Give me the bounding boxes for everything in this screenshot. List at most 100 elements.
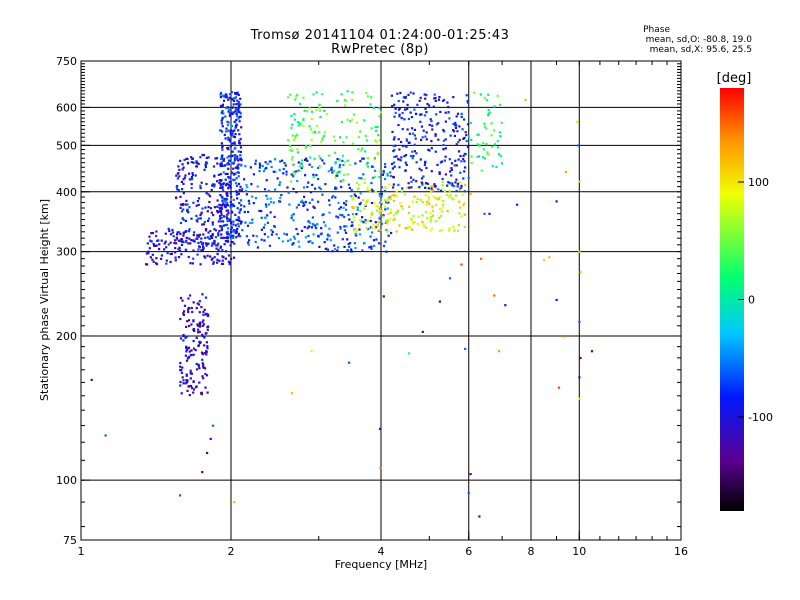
data-point [356, 208, 359, 211]
data-point [312, 173, 315, 176]
data-point [190, 161, 193, 164]
data-point [382, 171, 385, 174]
data-point [461, 128, 464, 131]
data-point [459, 206, 462, 209]
data-point [562, 335, 565, 338]
y-tick-label: 600 [56, 101, 77, 114]
data-point [483, 157, 486, 160]
data-point [277, 200, 281, 203]
data-point [421, 220, 424, 223]
data-point [430, 170, 433, 173]
data-point [224, 197, 227, 200]
data-point [206, 236, 209, 239]
data-point [309, 240, 312, 243]
data-point [431, 185, 434, 188]
data-point [418, 186, 421, 189]
data-point [483, 96, 486, 99]
data-point [202, 323, 206, 326]
data-point [173, 242, 176, 245]
data-point [193, 231, 196, 234]
data-point [234, 155, 237, 158]
data-point [189, 294, 192, 297]
data-point [240, 220, 243, 223]
data-point [254, 240, 257, 243]
data-point [296, 133, 299, 136]
data-point [317, 166, 320, 170]
data-point [216, 162, 219, 165]
data-point [229, 186, 232, 189]
data-point [200, 212, 203, 215]
data-point [354, 195, 357, 198]
data-point [427, 198, 430, 201]
data-point [548, 256, 551, 259]
data-point [296, 121, 299, 124]
data-point [419, 198, 422, 201]
data-point [235, 191, 238, 194]
data-point [300, 166, 303, 170]
data-point [225, 182, 228, 185]
data-point [439, 208, 442, 211]
data-point [186, 208, 189, 211]
data-point [265, 179, 268, 182]
data-point [219, 173, 222, 176]
data-point [191, 173, 194, 177]
data-point [477, 155, 481, 158]
data-point [453, 134, 456, 137]
data-point [499, 135, 502, 138]
data-point [352, 196, 355, 199]
data-point [440, 160, 443, 163]
data-point [309, 156, 312, 159]
data-point [420, 138, 423, 141]
data-point [389, 171, 392, 174]
data-point [287, 191, 290, 194]
data-point [233, 204, 236, 207]
data-point [524, 98, 527, 102]
data-point [187, 319, 191, 322]
data-point [463, 160, 466, 163]
data-point [362, 173, 365, 176]
data-point [223, 203, 226, 206]
data-point [197, 217, 200, 220]
data-point [384, 208, 387, 211]
data-point [274, 158, 277, 161]
data-point [402, 100, 405, 103]
data-point [326, 233, 329, 236]
data-point [213, 185, 216, 188]
data-point [220, 204, 223, 207]
data-point [192, 391, 195, 394]
data-point [185, 359, 189, 362]
x-tick-label: 6 [465, 545, 472, 558]
data-point [151, 253, 154, 256]
data-point [188, 350, 191, 353]
data-point [192, 161, 195, 164]
data-point [315, 91, 318, 94]
data-point [407, 225, 410, 228]
data-point [431, 128, 434, 131]
data-point [217, 248, 220, 251]
data-point [333, 244, 336, 247]
data-point [204, 229, 207, 232]
data-point [352, 113, 356, 116]
data-point [202, 223, 206, 226]
data-point [385, 228, 388, 232]
data-point [188, 172, 191, 175]
data-point [394, 211, 397, 215]
data-point [220, 233, 223, 236]
data-point [236, 227, 239, 230]
data-point [239, 150, 242, 153]
data-point [267, 203, 271, 206]
data-point [339, 213, 342, 216]
data-point [251, 195, 254, 198]
data-point [388, 183, 391, 186]
data-point [179, 317, 182, 321]
data-point [315, 174, 318, 177]
data-point [219, 93, 222, 96]
data-point [412, 214, 415, 217]
data-point [224, 172, 227, 176]
data-point [315, 226, 318, 229]
data-point [370, 211, 373, 214]
data-point [186, 379, 189, 382]
data-point [211, 242, 214, 245]
data-point [205, 341, 208, 344]
